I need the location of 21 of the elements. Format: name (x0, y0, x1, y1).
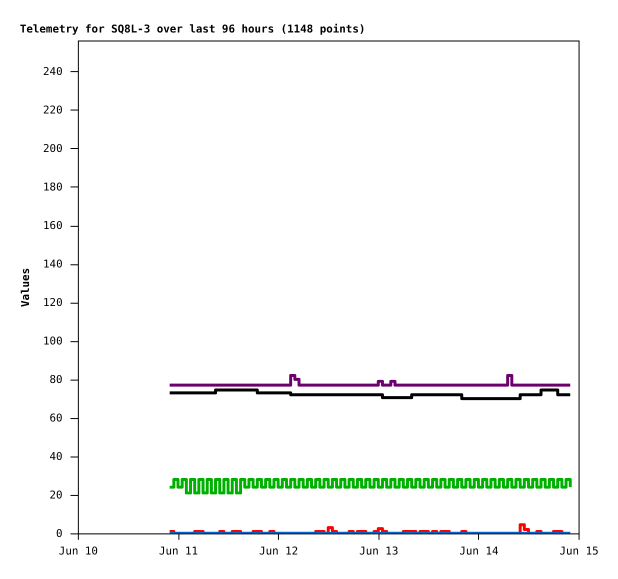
y-tick-label: 120 (43, 296, 63, 309)
y-tick-label: 160 (43, 218, 63, 232)
y-tick-label: 200 (43, 142, 63, 155)
y-tick-label: 180 (43, 180, 63, 194)
x-tick-label: Jun 14 (459, 544, 498, 558)
y-tick-label: 60 (50, 411, 63, 424)
x-tick-label: Jun 10 (58, 544, 98, 558)
x-tick-label: Jun 15 (560, 544, 599, 558)
y-axis-title: Values (19, 268, 32, 308)
y-tick-label: 80 (50, 372, 63, 386)
y-tick-label: 40 (50, 450, 63, 463)
chart-title: Telemetry for SQ8L-3 over last 96 hours (1148 points) (20, 22, 366, 36)
y-tick-label: 0 (56, 526, 63, 540)
y-tick-label: 220 (43, 103, 63, 116)
x-tick-label: Jun 11 (158, 544, 198, 558)
x-tick-label: Jun 12 (259, 544, 298, 558)
y-tick-label: 100 (43, 334, 63, 348)
y-tick-label: 240 (43, 64, 63, 78)
y-tick-label: 20 (50, 488, 63, 502)
y-tick-label: 140 (43, 257, 63, 270)
x-tick-label: Jun 13 (359, 544, 398, 558)
